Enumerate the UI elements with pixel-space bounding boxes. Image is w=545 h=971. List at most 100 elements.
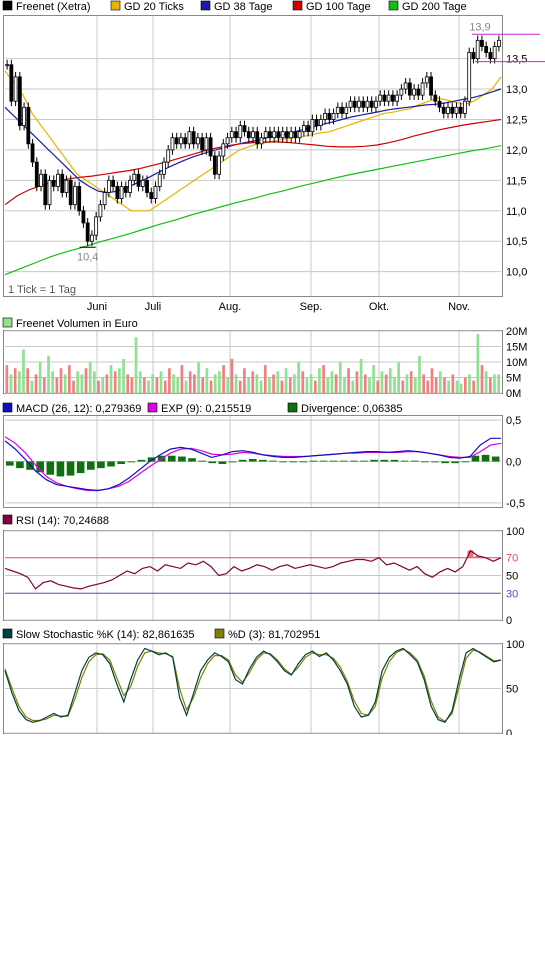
legend-label: MACD (26, 12): 0,279369: [16, 403, 141, 415]
volume-bar: [484, 371, 488, 393]
price-candle: [323, 112, 327, 120]
volume-bar: [151, 374, 155, 393]
price-candle: [450, 106, 455, 114]
price-candle: [251, 131, 255, 139]
volume-bar: [18, 371, 21, 393]
volume-bar: [397, 362, 400, 393]
price-candle: [47, 179, 52, 206]
divergence-bar: [350, 460, 358, 462]
divergence-bar: [178, 456, 186, 462]
price-candle: [234, 131, 238, 139]
divergence-bar: [441, 461, 449, 464]
volume-bar: [193, 374, 196, 393]
price-candle: [285, 131, 289, 139]
divergence-bar: [390, 459, 399, 462]
volume-bar: [155, 377, 159, 393]
price-candle: [416, 88, 421, 96]
volume-bar: [313, 380, 317, 393]
price-y-tick: 12,5: [506, 114, 527, 126]
volume-bar: [480, 365, 484, 393]
divergence-bar: [36, 461, 44, 473]
price-candle: [374, 100, 378, 108]
price-y-tick: 13,0: [506, 84, 527, 96]
volume-bar: [84, 368, 88, 393]
volume-bar: [72, 380, 75, 393]
price-candle: [446, 106, 450, 114]
volume-bar: [218, 371, 221, 393]
volume-bar: [5, 365, 9, 393]
volume-bar: [43, 377, 46, 393]
volume-bar: [22, 349, 25, 393]
legend-swatch: [2, 628, 13, 639]
price-candle: [378, 94, 383, 102]
price-candle: [327, 112, 332, 120]
price-candle: [157, 173, 162, 187]
stock-chart: 10,0 10,5 11,0 11,5 12,0 12,5 13,0 13,5 10,4 13,9…: [2, 0, 545, 735]
divergence-bar: [360, 460, 368, 462]
price-candle: [365, 100, 370, 108]
price-candle: [390, 94, 395, 102]
price-candle: [280, 131, 285, 139]
month-label: Nov.: [448, 301, 470, 313]
volume-bar: [447, 380, 450, 393]
volume-bar: [26, 368, 30, 393]
price-candle: [238, 125, 243, 139]
volume-bar: [422, 374, 425, 393]
divergence-bar: [188, 458, 196, 462]
volume-bar: [255, 374, 259, 393]
volume-bar: [280, 380, 284, 393]
price-candle: [170, 137, 175, 151]
month-label: Juni: [87, 301, 107, 313]
volume-bar: [234, 374, 238, 393]
legend-label: Freenet Volumen in Euro: [16, 318, 138, 330]
price-y-tick: 12,0: [506, 145, 527, 157]
price-candle: [162, 161, 166, 175]
volume-bar: [451, 374, 455, 393]
price-candle: [73, 186, 77, 206]
price-candle: [488, 52, 493, 60]
volume-y-tick: 0M: [506, 388, 521, 400]
price-candle: [386, 94, 391, 102]
volume-bar: [97, 380, 100, 393]
price-candle: [314, 119, 319, 126]
price-candle: [357, 100, 361, 108]
volume-bar: [230, 358, 234, 393]
divergence-bar: [248, 459, 257, 462]
bottom-fill-area: [0, 735, 545, 971]
price-candle: [412, 88, 416, 96]
price-candle: [183, 137, 188, 145]
volume-bar: [463, 377, 467, 393]
volume-bar: [276, 371, 280, 393]
volume-bar: [426, 380, 430, 393]
volume-bar: [330, 371, 334, 393]
volume-bar: [80, 374, 84, 393]
price-candle: [77, 186, 82, 212]
divergence-bar: [46, 461, 55, 475]
price-candle: [56, 173, 60, 187]
price-candle: [293, 131, 298, 139]
volume-bar: [55, 377, 59, 393]
volume-bar: [101, 377, 105, 393]
price-candle: [208, 137, 213, 157]
price-candle: [174, 137, 179, 145]
volume-bar: [213, 374, 217, 393]
divergence-bar: [198, 460, 206, 462]
volume-bar: [180, 365, 184, 393]
volume-bar: [122, 358, 125, 393]
macd-y-tick: 0,0: [506, 457, 521, 469]
price-candle: [433, 94, 438, 102]
legend-swatch: [147, 402, 158, 413]
volume-bar: [68, 365, 71, 393]
volume-bar: [493, 374, 496, 393]
price-candle: [81, 210, 86, 224]
price-candle: [115, 186, 120, 200]
volume-bar: [59, 368, 63, 393]
price-candle: [268, 131, 272, 139]
volume-bar: [413, 377, 417, 393]
price-candle: [424, 76, 429, 84]
price-candle: [195, 137, 200, 145]
volume-bar: [401, 380, 405, 393]
volume-bar: [113, 371, 117, 393]
divergence-bar: [491, 456, 500, 462]
divergence-bar: [340, 460, 348, 462]
